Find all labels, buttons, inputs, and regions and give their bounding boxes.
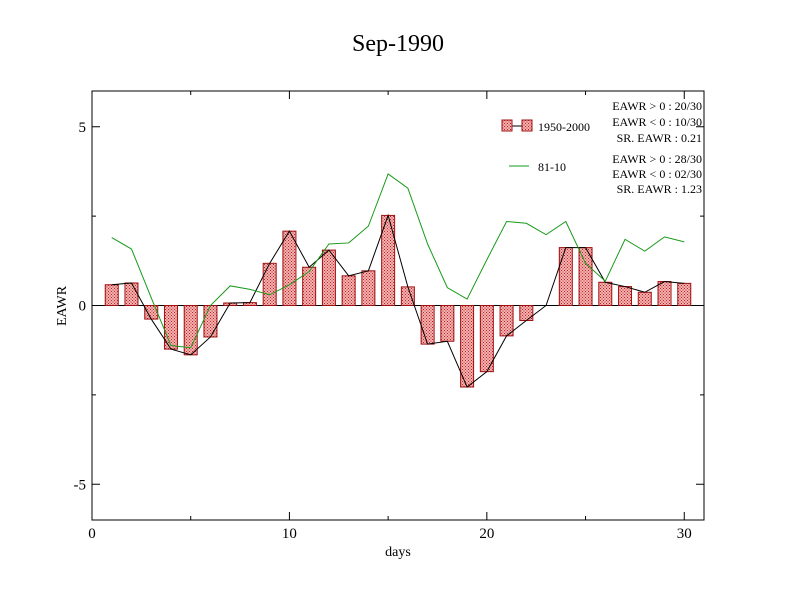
series-line-1950-2000 — [111, 213, 685, 388]
y-tick-label-0: 0 — [79, 299, 87, 315]
bar-day-29 — [657, 281, 672, 306]
bar-day-22 — [519, 305, 534, 322]
bar-day-16 — [400, 286, 415, 307]
bar-day-20 — [479, 305, 494, 373]
bar-day-24 — [558, 247, 573, 307]
legend-label-81-10: 81-10 — [538, 160, 566, 174]
y-tick-label--5: -5 — [74, 477, 87, 493]
chart-title: Sep-1990 — [352, 31, 444, 57]
bar-day-9 — [262, 262, 277, 307]
legend: 1950-2000 81-10 EAWR > 0 : 20/30 EAWR < … — [501, 99, 702, 196]
bar-day-17 — [420, 305, 435, 345]
bar-day-13 — [341, 275, 356, 307]
x-tick-label-20: 20 — [479, 526, 494, 542]
y-tick-label-5: 5 — [79, 120, 87, 136]
bar-day-26 — [598, 281, 613, 307]
bar-layer — [92, 214, 704, 388]
stats-1950-2000-positive: EAWR > 0 : 20/30 — [612, 99, 702, 113]
x-tick-label-30: 30 — [677, 526, 692, 542]
bar-day-2 — [124, 282, 139, 307]
legend-bar-swatch-right — [521, 119, 533, 132]
stats-81-10-positive: EAWR > 0 : 28/30 — [612, 152, 702, 166]
stats-1950-2000-sr: SR. EAWR : 0.21 — [617, 131, 702, 145]
axis-ticks: 0 10 20 30 -5 0 5 — [74, 91, 704, 542]
line-layer — [111, 173, 685, 388]
stats-1950-2000-negative: EAWR < 0 : 10/30 — [612, 115, 702, 129]
bar-day-28 — [637, 291, 652, 306]
stats-81-10-sr: SR. EAWR : 1.23 — [617, 182, 702, 196]
bar-day-18 — [440, 305, 455, 342]
x-tick-label-0: 0 — [88, 526, 96, 542]
legend-label-1950-2000: 1950-2000 — [538, 120, 590, 134]
bar-day-6 — [203, 305, 218, 338]
x-tick-label-10: 10 — [282, 526, 297, 542]
bar-day-27 — [618, 286, 633, 306]
bar-day-21 — [499, 305, 514, 337]
y-axis-label: EAWR — [55, 285, 70, 326]
bar-day-19 — [460, 305, 475, 388]
bar-day-11 — [302, 266, 317, 306]
bar-day-1 — [104, 284, 119, 307]
x-axis-label: days — [385, 545, 411, 560]
bar-day-30 — [677, 282, 692, 306]
bar-day-14 — [361, 270, 376, 307]
series-line-81-10 — [111, 173, 685, 349]
bar-day-10 — [282, 230, 297, 306]
bar-day-12 — [321, 249, 336, 306]
legend-bar-swatch-left — [501, 119, 513, 132]
stats-81-10-negative: EAWR < 0 : 02/30 — [612, 167, 702, 181]
